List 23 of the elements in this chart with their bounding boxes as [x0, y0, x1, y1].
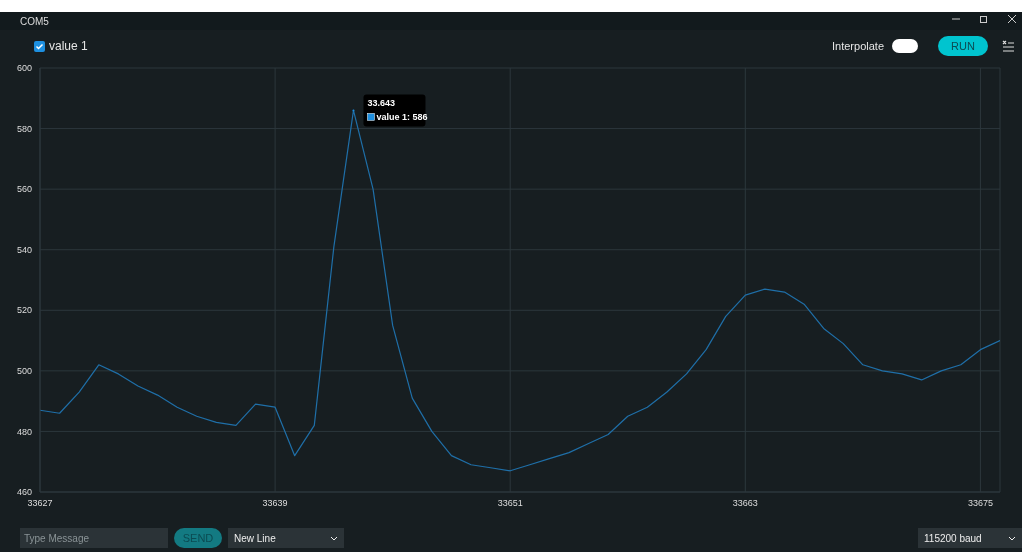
- text: New Line: [234, 532, 276, 544]
- line-series: [40, 109, 1000, 472]
- text: Type Message: [20, 528, 168, 548]
- y-tick-label: 500: [16, 366, 32, 377]
- text: RUN: [938, 36, 988, 56]
- y-tick-label: 580: [16, 123, 32, 134]
- text: Interpolate: [832, 40, 884, 52]
- y-tick-label: 540: [16, 244, 32, 255]
- x-tick-label: 33651: [497, 498, 523, 509]
- annotation: 33.643: [367, 98, 395, 109]
- y-tick-label: 460: [16, 487, 32, 498]
- chart-title: COM5: [20, 15, 49, 27]
- text: 115200 baud: [924, 532, 982, 544]
- x-tick-label: 33627: [27, 498, 53, 509]
- annotation: value 1: 586: [376, 112, 428, 123]
- x-tick-label: 33663: [732, 498, 758, 509]
- x-tick-label: 33639: [262, 498, 288, 509]
- y-tick-label: 560: [16, 184, 32, 195]
- x-tick-label: 33675: [967, 498, 993, 509]
- text: value 1: [49, 39, 88, 53]
- y-tick-label: 480: [16, 426, 32, 437]
- y-tick-label: 520: [16, 305, 32, 316]
- y-tick-label: 600: [16, 63, 32, 74]
